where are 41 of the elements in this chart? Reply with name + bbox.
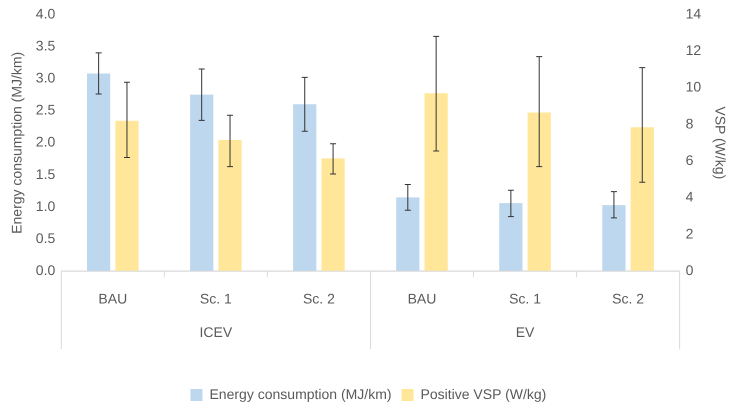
bar [424, 93, 448, 272]
x-tick-label: Sc. 2 [612, 290, 644, 306]
bar [190, 94, 214, 272]
x-tick-label: BAU [408, 290, 436, 306]
bar [499, 203, 522, 272]
x-tick-label: Sc. 2 [302, 290, 336, 306]
bar [321, 158, 345, 272]
legend-label: Positive VSP (W/kg) [420, 386, 546, 402]
x-tick-label: BAU [98, 290, 128, 306]
bar [218, 140, 242, 272]
y2-tick-label: 10 [686, 78, 702, 95]
y2-tick-label: 4 [686, 188, 694, 205]
y2-tick-label: 12 [686, 42, 702, 58]
y-tick-label: 2.0 [36, 134, 56, 150]
bar [293, 104, 316, 272]
y2-tick-label: 8 [686, 115, 694, 132]
text: ICEV [200, 324, 233, 340]
y-tick-label: 1.5 [36, 166, 56, 182]
bar [396, 197, 420, 272]
y-tick-label: 3.0 [36, 69, 56, 86]
x-tick-label: Sc. 1 [200, 290, 232, 306]
y2-tick-label: 2 [686, 225, 694, 242]
y-axis-title: Energy consumption (MJ/km) [8, 52, 24, 234]
y2-tick-label: 0 [686, 262, 694, 278]
bar [528, 112, 551, 272]
bar [115, 120, 139, 272]
bar [630, 127, 654, 272]
y-tick-label: 2.5 [36, 102, 56, 118]
bar [602, 205, 626, 272]
bar [87, 73, 110, 272]
x-tick-label: Sc. 1 [509, 290, 542, 306]
y-tick-label: 4.0 [36, 5, 56, 22]
y2-axis-title: VSP (W/kg) [712, 106, 729, 180]
y-tick-label: 3.5 [36, 37, 56, 54]
y-tick-label: 0.5 [36, 230, 56, 246]
y2-tick-label: 6 [686, 152, 694, 168]
y-tick-label: 0.0 [36, 262, 56, 278]
y-tick-label: 1.0 [36, 198, 56, 214]
text: EV [516, 324, 536, 340]
y2-tick-label: 14 [686, 5, 702, 22]
legend-label: Energy consumption (MJ/km) [209, 386, 392, 402]
